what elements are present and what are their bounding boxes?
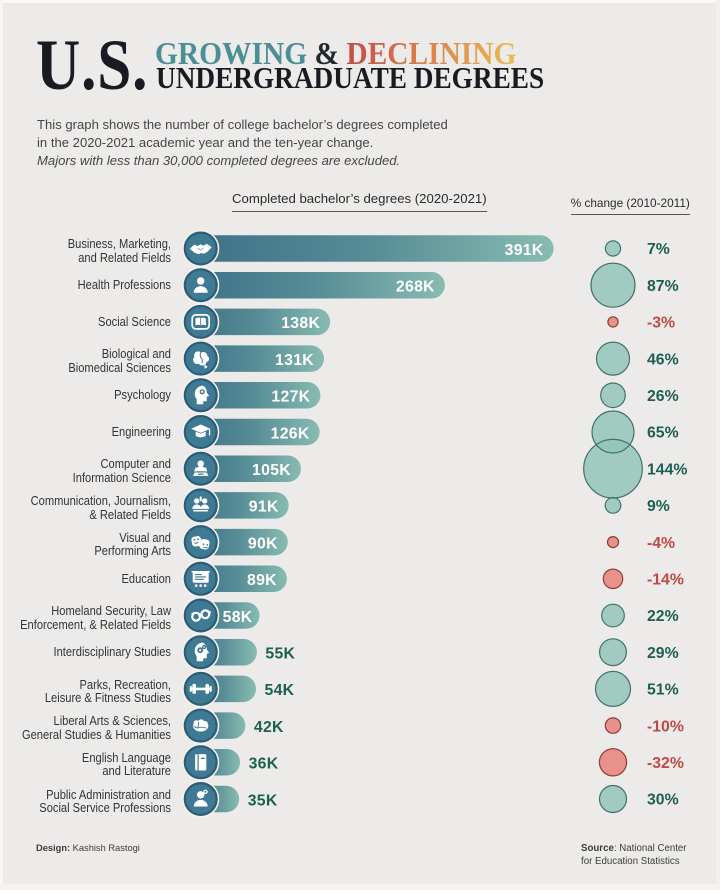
svg-text:126K: 126K — [271, 425, 310, 442]
svg-text:51%: 51% — [647, 682, 679, 699]
svg-text:7%: 7% — [647, 241, 670, 258]
svg-text:58K: 58K — [223, 609, 253, 626]
svg-text:91K: 91K — [249, 499, 279, 516]
svg-text:138K: 138K — [281, 315, 320, 332]
svg-text:26%: 26% — [647, 388, 679, 405]
svg-text:144%: 144% — [647, 461, 687, 478]
svg-text:55K: 55K — [265, 646, 295, 663]
svg-text:131K: 131K — [275, 352, 314, 369]
svg-text:35K: 35K — [248, 792, 278, 809]
svg-text:127K: 127K — [271, 389, 310, 406]
svg-text:54K: 54K — [265, 682, 295, 699]
svg-text:22%: 22% — [647, 608, 679, 625]
svg-text:105K: 105K — [252, 462, 291, 479]
svg-text:268K: 268K — [396, 279, 435, 296]
svg-text:65%: 65% — [647, 425, 679, 442]
svg-text:90K: 90K — [248, 535, 278, 552]
svg-text:46%: 46% — [647, 351, 679, 368]
svg-text:30%: 30% — [647, 792, 679, 809]
svg-text:29%: 29% — [647, 645, 679, 662]
svg-text:-14%: -14% — [647, 572, 684, 589]
svg-text:-10%: -10% — [647, 718, 684, 735]
svg-text:-32%: -32% — [647, 755, 684, 772]
svg-text:42K: 42K — [254, 719, 284, 736]
svg-text:9%: 9% — [647, 498, 670, 515]
svg-text:-3%: -3% — [647, 315, 675, 332]
svg-text:89K: 89K — [247, 572, 277, 589]
svg-text:391K: 391K — [505, 242, 544, 259]
svg-text:36K: 36K — [249, 756, 279, 773]
svg-text:-4%: -4% — [647, 535, 675, 552]
svg-text:87%: 87% — [647, 278, 679, 295]
